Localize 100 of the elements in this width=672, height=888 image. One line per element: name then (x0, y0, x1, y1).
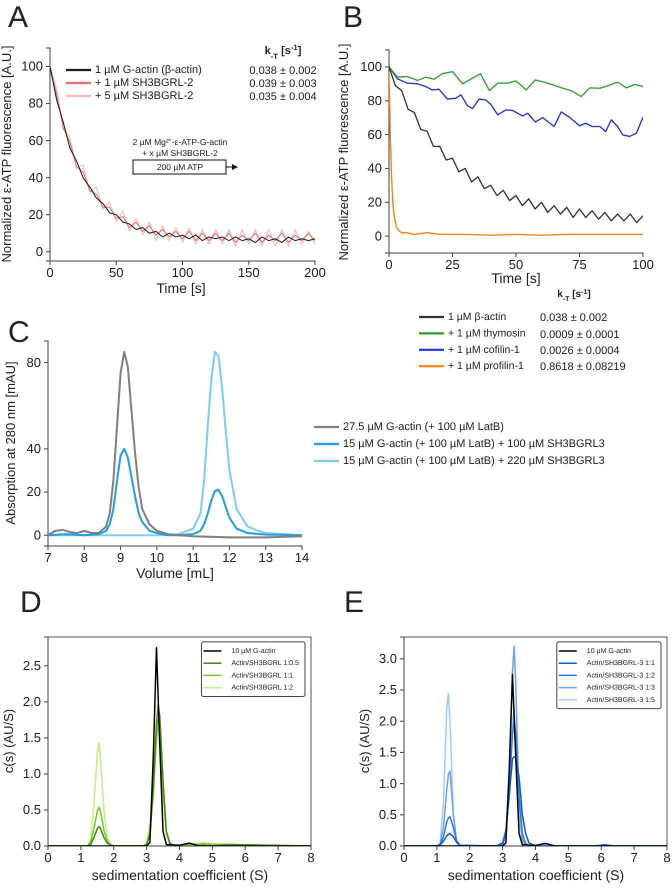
text: 0.8618 ± 0.08219 (540, 361, 626, 373)
y-tick-label: 60 (368, 126, 382, 142)
chart-title: D (20, 586, 42, 619)
y-tick-label: 100 (360, 59, 382, 74)
x-tick-label: 50 (109, 265, 124, 280)
x-tick-label: 3 (143, 850, 150, 866)
y-tick-label: 40 (368, 160, 382, 176)
legend-label: 15 µM G-actin (+ 100 µM LatB) + 100 µM SH3BGRL3 (343, 438, 605, 450)
line-series (48, 448, 302, 536)
y-axis-title: c(s) (AU/S) (1, 708, 16, 774)
x-tick-label: 11 (186, 550, 200, 566)
chart-title: B (343, 1, 364, 34)
x-axis-title: Time [s] (156, 280, 206, 296)
annotation: 0.039 ± 0.003 (249, 78, 317, 90)
x-tick-label: 8 (663, 850, 671, 866)
text: 0.0026 ± 0.0004 (540, 345, 620, 357)
y-tick-label: 0.0 (378, 838, 397, 854)
y-tick-label: 20 (28, 206, 43, 222)
x-tick-label: 3 (499, 850, 506, 866)
x-axis-title: Time [s] (491, 270, 541, 286)
y-axis-title: Normalized ε-ATP fluorescence [A.U.] (336, 43, 352, 261)
x-tick-label: 0 (400, 850, 408, 866)
legend-label: 1 µM G-actin (β-actin) (95, 64, 202, 76)
x-tick-label: 6 (242, 850, 249, 866)
y-tick-label: 0 (34, 527, 41, 542)
line-series (389, 66, 643, 98)
x-tick-label: 2 (466, 850, 474, 866)
annotation: 0.038 ± 0.002 (249, 65, 317, 77)
y-tick-label: 1.0 (22, 766, 41, 782)
y-tick-label: 80 (26, 354, 41, 370)
x-tick-label: 10 (150, 550, 164, 566)
y-tick-label: 0.5 (378, 806, 397, 822)
x-tick-label: 14 (294, 550, 310, 566)
x-tick-label: 13 (258, 550, 273, 566)
y-tick-label: 100 (21, 58, 43, 74)
x-tick-label: 50 (508, 257, 524, 272)
chart-title: C (8, 316, 30, 349)
line-series (48, 647, 311, 846)
legend-label: + 1 µM thymosin (448, 327, 526, 340)
y-tick-label: 0 (36, 244, 43, 259)
y-tick-label: 1.0 (378, 776, 397, 791)
chart-title: A (8, 1, 28, 34)
text: 0.038 ± 0.002 (540, 312, 608, 324)
x-tick-label: 0 (46, 265, 54, 280)
x-tick-label: 5 (564, 850, 572, 866)
y-tick-label: 80 (368, 92, 382, 108)
y-tick-label: 2.5 (378, 682, 397, 698)
x-tick-label: 100 (172, 265, 194, 280)
y-tick-label: 1.5 (22, 730, 41, 746)
y-tick-label: 2.5 (22, 658, 41, 673)
annotation: 0.035 ± 0.004 (249, 91, 317, 103)
y-tick-label: 0.0 (22, 838, 41, 854)
text: 0.0009 ± 0.0001 (540, 329, 620, 341)
x-tick-label: 100 (632, 257, 654, 272)
y-tick-label: 1.5 (378, 744, 397, 760)
legend-label: + 5 µM SH3BGRL-2 (95, 90, 194, 102)
x-tick-label: 1 (77, 850, 84, 866)
x-tick-label: 75 (572, 257, 587, 272)
y-tick-label: 40 (26, 441, 41, 456)
x-tick-label: 7 (274, 850, 282, 866)
x-tick-label: 6 (598, 850, 605, 866)
y-tick-label: 0.5 (22, 802, 41, 818)
x-tick-label: 1 (433, 850, 440, 866)
x-tick-label: 7 (630, 850, 638, 866)
annotation: + x µM SH3BGRL-2 (142, 148, 218, 158)
x-tick-label: 5 (208, 850, 216, 866)
x-tick-label: 8 (307, 850, 315, 866)
x-tick-label: 25 (445, 257, 460, 272)
x-tick-label: 9 (116, 550, 124, 566)
y-tick-label: 20 (26, 484, 41, 500)
y-axis-title: c(s) (AU/S) (357, 708, 372, 774)
legend-label: + 1 µM profilin-1 (448, 360, 524, 372)
y-tick-label: 3.0 (378, 650, 397, 666)
x-tick-label: 4 (176, 850, 184, 866)
y-tick-label: 80 (28, 96, 43, 111)
legend-label: + 1 µM cofilin-1 (448, 344, 520, 356)
y-tick-label: 20 (368, 194, 382, 210)
annotation: k$_{-T}$ [s$^{-1}$] (264, 42, 302, 60)
x-tick-label: 4 (532, 850, 540, 866)
x-tick-label: 12 (222, 550, 237, 566)
y-tick-label: 2.0 (378, 713, 397, 728)
chart-title: E (344, 586, 364, 619)
y-axis-title: Absorption at 280 nm [mAU] (3, 361, 18, 525)
y-tick-label: 60 (28, 132, 43, 148)
legend-label: 1 µM β-actin (448, 310, 506, 323)
x-axis-title: sedimentation coefficient (S) (92, 867, 268, 883)
legend-label: 27.5 µM G-actin (+ 100 µM LatB) (343, 420, 504, 433)
x-axis-title: sedimentation coefficient (S) (448, 867, 624, 883)
x-tick-label: 7 (44, 550, 52, 566)
legend-label: + 1 µM SH3BGRL-2 (95, 76, 194, 89)
x-tick-label: 150 (238, 265, 260, 280)
y-tick-label: 40 (28, 170, 43, 185)
annotation: 200 µM ATP (156, 162, 204, 172)
x-axis-title: Volume [mL] (136, 565, 214, 581)
text: k$_{-T}$ [s$^{-1}$] (557, 288, 591, 302)
y-tick-label: 0 (374, 228, 382, 244)
legend-label: 15 µM G-actin (+ 100 µM LatB) + 220 µM SH3BGRL3 (343, 454, 605, 467)
x-tick-label: 8 (80, 550, 88, 566)
annotation: 2 µM Mg²⁺-ε-ATP-G-actin (132, 137, 228, 147)
x-tick-label: 2 (110, 850, 118, 866)
